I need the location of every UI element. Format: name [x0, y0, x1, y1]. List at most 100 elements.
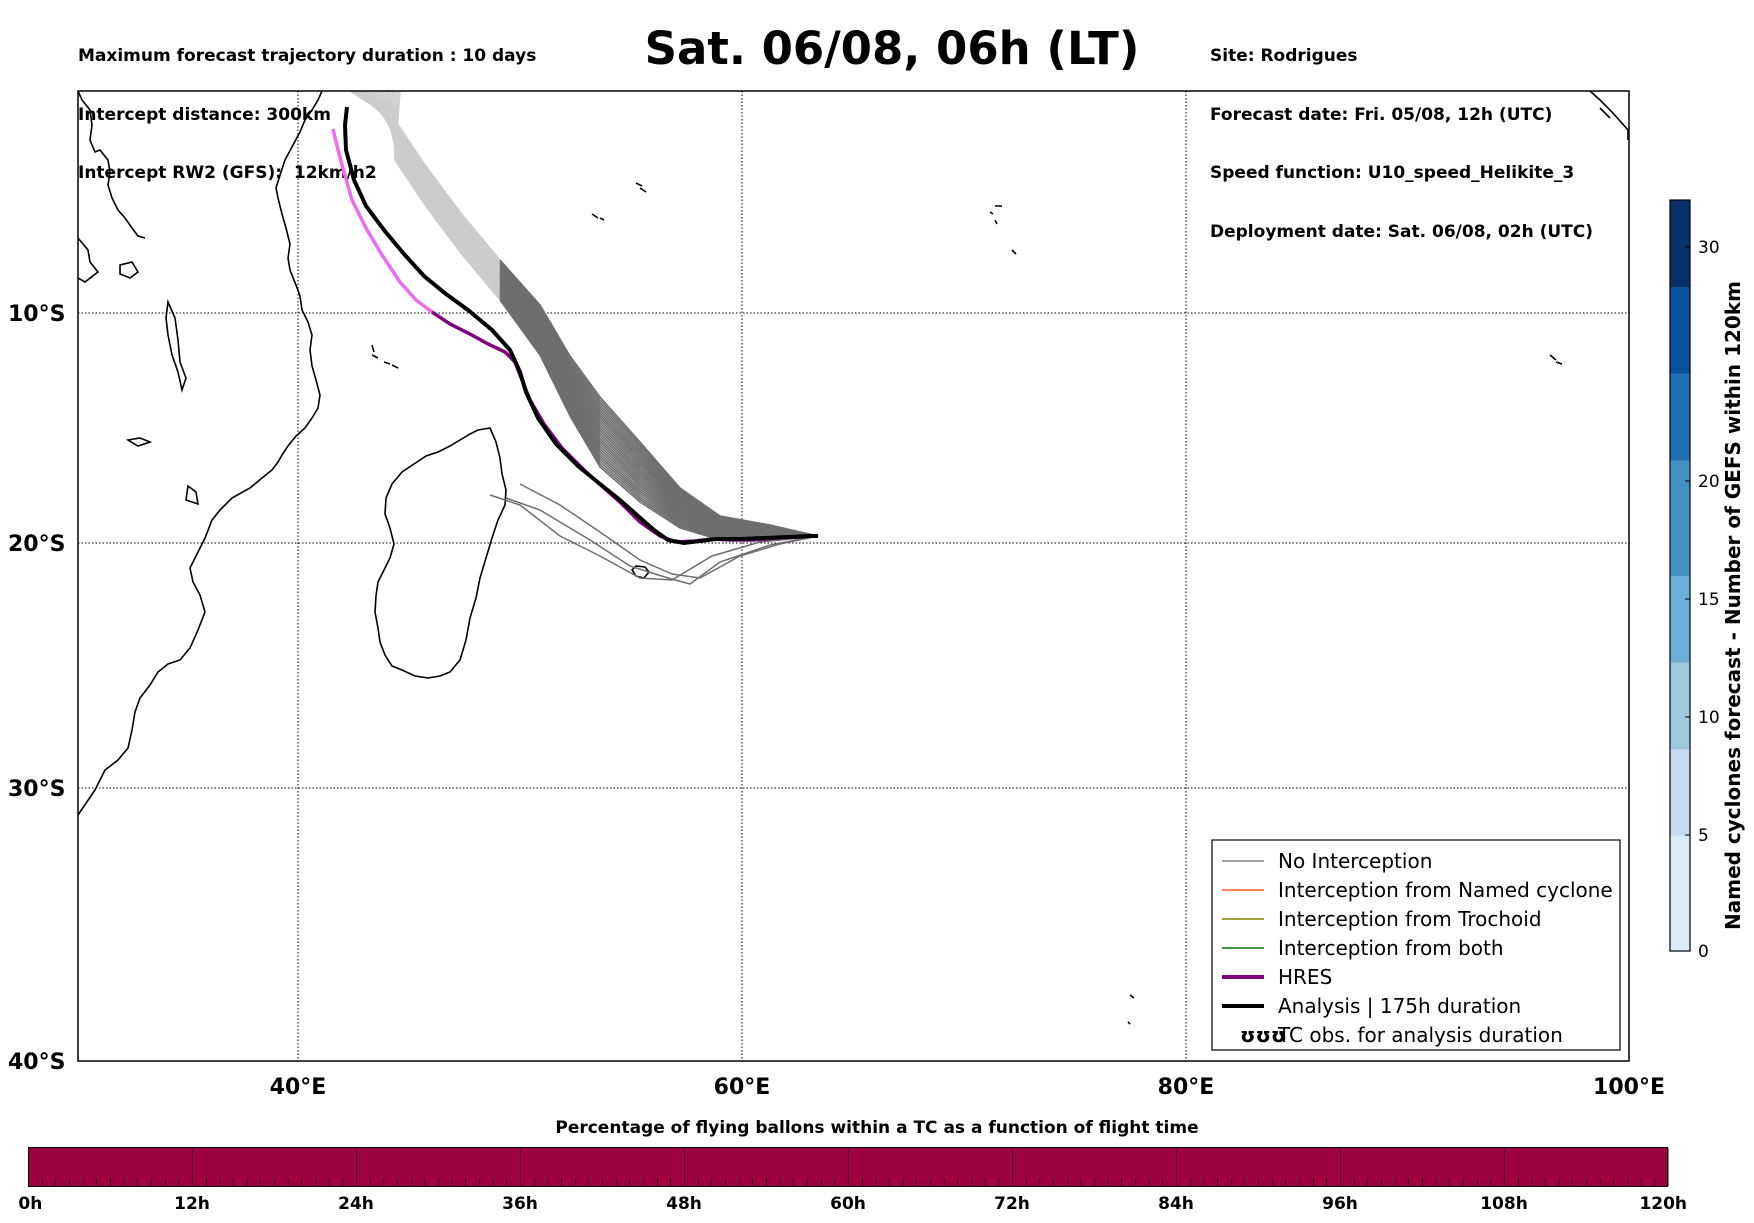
- pct-minor-tick: [1025, 1178, 1027, 1186]
- pct-tick-label: 84h: [1158, 1194, 1194, 1214]
- ensemble-trajectory: [489, 494, 819, 581]
- colorbar-block: [1670, 228, 1690, 259]
- pct-minor-tick: [711, 1178, 713, 1186]
- pct-minor-tick: [1121, 1178, 1123, 1186]
- analysis-trajectory: [342, 106, 818, 546]
- pct-minor-tick: [930, 1178, 931, 1186]
- pct-minor-tick: [971, 1178, 972, 1186]
- pct-minor-tick: [1586, 1178, 1587, 1186]
- pct-minor-tick: [1080, 1178, 1082, 1186]
- pct-minor-tick: [1627, 1178, 1628, 1186]
- pct-minor-tick: [506, 1178, 508, 1186]
- pct-minor-tick: [793, 1178, 795, 1186]
- pct-minor-tick: [834, 1178, 836, 1186]
- pct-minor-tick: [246, 1178, 248, 1186]
- pct-minor-tick: [520, 1148, 521, 1186]
- pct-minor-tick: [848, 1148, 849, 1186]
- pct-minor-tick: [451, 1178, 453, 1186]
- pct-minor-tick: [1203, 1178, 1205, 1186]
- colorbar-block: [1670, 633, 1690, 663]
- colorbar-tick-label: 10: [1698, 708, 1720, 728]
- pct-minor-tick: [902, 1178, 904, 1186]
- legend-label: No Interception: [1278, 849, 1432, 873]
- info-site: Site: Rodrigues: [1210, 46, 1358, 66]
- pct-minor-tick: [1463, 1178, 1464, 1186]
- legend-label: TC obs. for analysis duration: [1277, 1023, 1563, 1047]
- colorbar-block: [1670, 864, 1690, 894]
- pct-minor-tick: [1408, 1178, 1410, 1186]
- pct-minor-tick: [55, 1178, 57, 1186]
- param-intercept-rw2: Intercept RW2 (GFS): 12km/h2: [78, 163, 377, 183]
- ensemble-trajectories-early: [349, 91, 501, 301]
- pct-tick-label: 12h: [174, 1194, 210, 1214]
- lake-mweru: [185, 484, 200, 506]
- pct-minor-tick: [123, 1178, 125, 1186]
- pct-minor-tick: [1545, 1178, 1546, 1186]
- pct-minor-tick: [192, 1148, 193, 1186]
- pct-minor-tick: [779, 1178, 781, 1186]
- colorbar-block: [1670, 546, 1690, 576]
- pct-minor-tick: [1299, 1178, 1300, 1186]
- pct-minor-tick: [875, 1178, 877, 1186]
- pct-minor-tick: [1599, 1178, 1601, 1186]
- lat-label-10s: 10°S: [8, 302, 65, 327]
- lake-tanganyika: [119, 261, 140, 279]
- comoros: [371, 344, 399, 369]
- pct-minor-tick: [164, 1178, 166, 1186]
- pct-tick-label: 60h: [830, 1194, 866, 1214]
- lake-malawi: [165, 299, 187, 393]
- colorbar-tick-label: 15: [1698, 590, 1720, 610]
- pct-minor-tick: [1326, 1178, 1328, 1186]
- pct-minor-tick: [69, 1178, 70, 1186]
- pct-minor-tick: [1640, 1178, 1642, 1186]
- info-speed-function: Speed function: U10_speed_Helikite_3: [1210, 163, 1575, 183]
- pct-minor-tick: [28, 1148, 29, 1186]
- pct-minor-tick: [1353, 1178, 1355, 1186]
- legend-label: Interception from Trochoid: [1278, 907, 1542, 931]
- lake-kariba: [125, 437, 153, 447]
- pct-minor-tick: [219, 1178, 221, 1186]
- pct-minor-tick: [110, 1178, 111, 1186]
- colorbar-block: [1670, 835, 1690, 865]
- pct-minor-tick: [356, 1148, 357, 1186]
- pct-minor-tick: [1012, 1148, 1013, 1186]
- pct-minor-tick: [41, 1178, 43, 1186]
- seychelles: [591, 182, 647, 221]
- colorbar-block: [1670, 315, 1690, 345]
- legend-box: [1211, 839, 1621, 1051]
- pct-minor-tick: [1244, 1178, 1246, 1186]
- pct-tick-label: 36h: [502, 1194, 538, 1214]
- pct-minor-tick: [697, 1178, 699, 1186]
- pct-minor-tick: [287, 1178, 289, 1186]
- pct-minor-tick: [1367, 1178, 1369, 1186]
- map-frame: [77, 90, 1630, 1062]
- info-forecast-date: Forecast date: Fri. 05/08, 12h (UTC): [1210, 104, 1553, 125]
- lat-label-20s: 20°S: [8, 532, 65, 557]
- pct-minor-tick: [533, 1178, 535, 1186]
- pct-minor-tick: [861, 1178, 863, 1186]
- colorbar-block: [1670, 922, 1690, 952]
- pct-minor-tick: [233, 1178, 234, 1186]
- pct-minor-tick: [643, 1178, 644, 1186]
- pct-minor-tick: [465, 1178, 467, 1186]
- pct-minor-tick: [274, 1178, 275, 1186]
- legend-label: Interception from both: [1278, 936, 1504, 960]
- pct-minor-tick: [1340, 1148, 1341, 1186]
- percentage-bar-title: Percentage of flying ballons within a TC…: [555, 1118, 1199, 1138]
- run-parameters: Maximum forecast trajectory duration : 1…: [78, 8, 536, 203]
- pct-minor-tick: [684, 1148, 685, 1186]
- pct-minor-tick: [889, 1178, 890, 1186]
- param-duration: Maximum forecast trajectory duration : 1…: [78, 46, 537, 66]
- pct-tick-label: 96h: [1322, 1194, 1358, 1214]
- pct-minor-tick: [574, 1178, 576, 1186]
- legend-label: HRES: [1278, 965, 1332, 989]
- pct-minor-tick: [1285, 1178, 1287, 1186]
- colorbar-tick-label: 5: [1698, 826, 1709, 846]
- pct-minor-tick: [1558, 1178, 1560, 1186]
- pct-minor-tick: [424, 1178, 426, 1186]
- pct-minor-tick: [656, 1178, 658, 1186]
- pct-minor-tick: [984, 1178, 986, 1186]
- chagos: [989, 205, 1017, 255]
- pct-minor-tick: [998, 1178, 1000, 1186]
- pct-minor-tick: [547, 1178, 549, 1186]
